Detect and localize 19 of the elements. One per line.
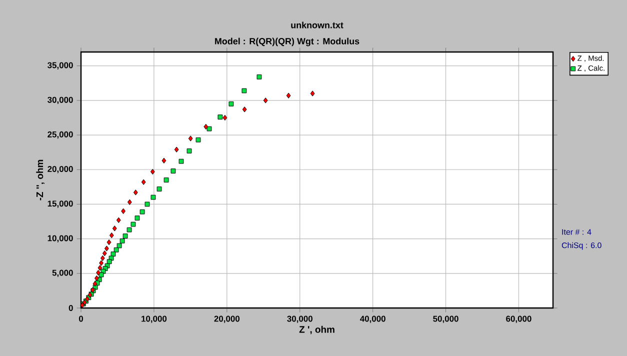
y-tick-label: 10,000 — [48, 235, 73, 242]
x-tick-label: 50,000 — [433, 316, 458, 323]
y-tick-label: 15,000 — [48, 200, 73, 208]
y-tick-label: 25,000 — [48, 131, 73, 139]
y-tick-label: 0 — [68, 305, 73, 311]
x-tick-label: 20,000 — [214, 316, 240, 323]
y-tick-label: 5,000 — [52, 270, 73, 278]
y-tick-label: 30,000 — [48, 96, 73, 104]
x-tick-label: 40,000 — [360, 316, 386, 323]
x-axis-title: Z ', ohm — [299, 326, 334, 334]
chart-subtitle: Model : R(QR)(QR) Wgt : Modulus — [215, 38, 360, 46]
x-tick-label: 60,000 — [506, 316, 532, 323]
x-tick-label: 10,000 — [142, 316, 167, 323]
y-tick-label: 20,000 — [48, 166, 73, 174]
y-axis-title: -Z '', ohm — [36, 160, 44, 200]
x-tick-label: 30,000 — [287, 316, 312, 323]
y-tick-label: 35,000 — [48, 62, 73, 70]
chart-title: unknown.txt — [291, 22, 344, 28]
x-tick-label: 0 — [78, 316, 84, 322]
